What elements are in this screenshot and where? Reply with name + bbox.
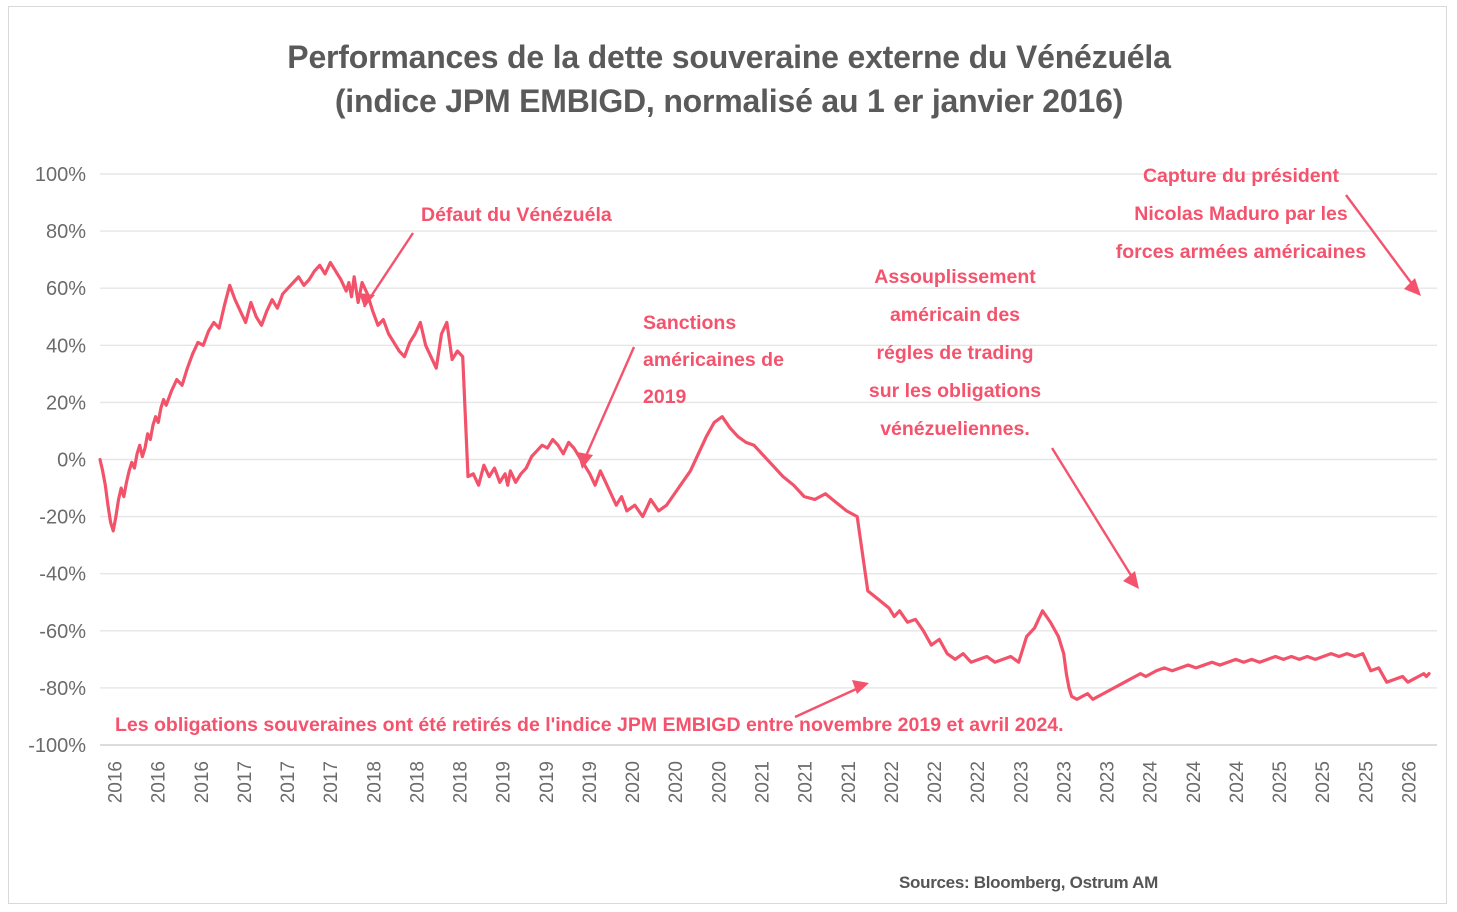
x-axis-tick-label: 2025 [1356, 761, 1377, 803]
y-axis-labels: 100% 80% 60% 40% 20% 0% -20% -40% -60% -80% -100% [28, 164, 86, 757]
x-axis-tick-label: 2019 [580, 761, 601, 803]
x-axis-tick-label: 2026 [1399, 761, 1420, 803]
x-axis-tick-label: 2018 [364, 761, 385, 803]
annotations-group: Défaut du Vénézuéla Sanctions américaine… [115, 165, 1421, 736]
x-axis-tick-label: 2024 [1141, 761, 1162, 804]
y-axis-tick-label: -40% [39, 564, 86, 586]
y-axis-tick-label: -80% [39, 678, 86, 700]
annotation-capture-line2: Nicolas Maduro par les [1134, 203, 1348, 225]
annotation-sanctions-line1: Sanctions [643, 312, 736, 334]
x-axis-tick-label: 2019 [537, 761, 558, 803]
x-axis-tick-label: 2016 [106, 761, 127, 803]
y-axis-tick-label: 100% [35, 164, 86, 186]
x-axis-tick-label: 2020 [623, 761, 644, 803]
annotation-retrait-arrow [794, 683, 866, 719]
annotation-assouplissement-line2: américain des [890, 304, 1020, 326]
x-axis-tick-label: 2016 [192, 761, 213, 803]
x-axis-tick-label: 2024 [1184, 761, 1205, 804]
y-axis-tick-label: 40% [46, 335, 86, 357]
y-axis-tick-label: -60% [39, 621, 86, 643]
x-axis-tick-label: 2022 [882, 761, 903, 803]
annotation-retrait-arrowhead [852, 680, 869, 694]
source-note: Sources: Bloomberg, Ostrum AM [899, 873, 1158, 892]
x-axis-tick-label: 2016 [149, 761, 170, 803]
x-axis-tick-label: 2017 [235, 761, 256, 803]
annotation-defaut-arrowhead [359, 293, 375, 307]
annotation-sanctions-arrowhead [577, 452, 593, 469]
gridlines-group [100, 173, 1437, 746]
annotation-assouplissement-line4: sur les obligations [869, 380, 1041, 402]
y-axis-tick-label: 20% [46, 392, 86, 414]
x-axis-tick-label: 2021 [753, 761, 774, 803]
x-axis-tick-label: 2024 [1227, 761, 1248, 804]
y-axis-tick-label: 60% [46, 278, 86, 300]
chart-plot: 100%80%60%40%20%0%-20%-40%-60%-80%-100% … [28, 164, 1437, 804]
chart-frame: Performances de la dette souveraine exte… [8, 6, 1447, 904]
y-axis-tick-label: -100% [28, 735, 86, 757]
x-axis-tick-label: 2019 [494, 761, 515, 803]
y-axis-tick-label: -20% [39, 507, 86, 529]
data-line-venezuela [98, 260, 1431, 701]
x-axis-tick-label: 2022 [968, 761, 989, 803]
annotation-defaut-label: Défaut du Vénézuéla [421, 204, 612, 226]
annotation-capture-line3: forces armées américaines [1116, 241, 1367, 263]
y-axis-tick-label: 80% [46, 221, 86, 243]
x-axis-tick-label: 2021 [839, 761, 860, 803]
series-group [98, 260, 1431, 701]
x-axis-labels: 2016 2016 2016 2017 2017 2017 2018 2018 2018 2019… [106, 761, 1421, 804]
annotation-capture-arrowhead [1404, 278, 1421, 296]
annotation-assouplissement-line5: vénézueliennes. [880, 418, 1030, 440]
annotation-sanctions-line3: 2019 [643, 386, 687, 408]
chart-title-line2: (indice JPM EMBIGD, normalisé au 1 er ja… [334, 83, 1124, 119]
x-axis-tick-label: 2017 [321, 761, 342, 803]
annotation-retrait-note: Les obligations souveraines ont été reti… [115, 714, 1064, 736]
x-axis-tick-label: 2018 [451, 761, 472, 803]
annotation-sanctions-arrow [580, 346, 636, 466]
page-title: Performances de la dette souveraine exte… [69, 35, 1389, 123]
x-axis-tick-label: 2023 [1054, 761, 1075, 803]
annotation-assouplissement-arrowhead [1123, 571, 1139, 589]
chart-title-line1: Performances de la dette souveraine exte… [287, 39, 1171, 75]
x-axis-tick-label: 2021 [796, 761, 817, 803]
annotation-assouplissement-arrow [1050, 447, 1139, 586]
x-axis-tick-label: 2023 [1098, 761, 1119, 803]
x-axis-tick-label: 2025 [1270, 761, 1291, 803]
annotation-capture-line1: Capture du président [1143, 165, 1340, 187]
x-axis-tick-label: 2025 [1313, 761, 1334, 803]
x-axis-tick-label: 2022 [925, 761, 946, 803]
x-axis-tick-label: 2017 [278, 761, 299, 803]
annotation-assouplissement-line3: régles de trading [876, 342, 1033, 364]
y-axis-tick-label: 0% [57, 450, 86, 472]
annotation-assouplissement-line1: Assouplissement [874, 266, 1036, 288]
x-axis-tick-label: 2020 [709, 761, 730, 803]
x-axis-tick-label: 2020 [666, 761, 687, 803]
x-axis-tick-label: 2018 [408, 761, 429, 803]
annotation-sanctions-line2: américaines de [643, 349, 784, 371]
x-axis-tick-label: 2023 [1011, 761, 1032, 803]
annotation-capture-arrow [1345, 194, 1419, 293]
